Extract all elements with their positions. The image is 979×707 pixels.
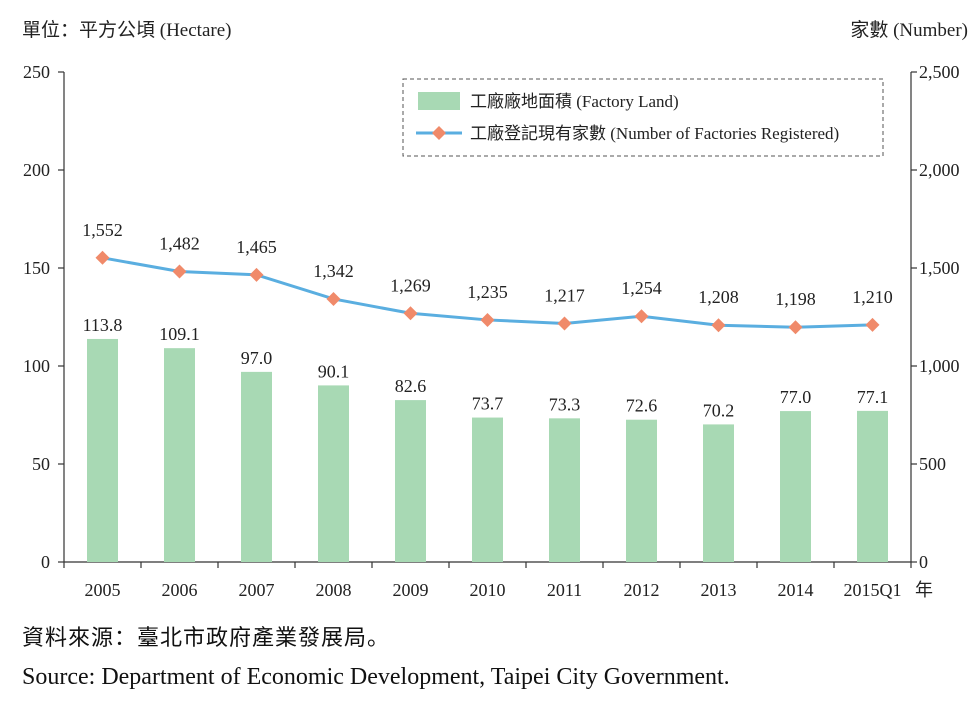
legend-bar-swatch	[418, 92, 460, 110]
left-tick-label: 250	[23, 62, 50, 82]
bar-data-label: 90.1	[318, 361, 350, 381]
left-tick-label: 100	[23, 356, 50, 376]
bar	[87, 338, 118, 562]
bar-data-label: 72.6	[626, 396, 658, 416]
source-english: Source: Department of Economic Developme…	[22, 664, 730, 690]
x-tick-label: 2009	[393, 580, 429, 600]
x-tick-label: 2005	[85, 580, 121, 600]
bar-series: 113.8 109.1 97.0 90.1 82.6 73.7 73.3 72.6 70.2 77…	[83, 315, 889, 562]
right-tick-label: 1,000	[919, 356, 960, 376]
bar-data-label: 77.0	[780, 387, 812, 407]
line-point	[326, 291, 341, 306]
bar	[164, 348, 195, 562]
line-data-label: 1,235	[467, 282, 508, 302]
line-data-label: 1,217	[544, 285, 585, 305]
left-axis-label: 單位：平方公頃 (Hectare)	[22, 19, 231, 41]
line-point	[480, 312, 495, 327]
bar	[549, 418, 580, 562]
bar-data-label: 82.6	[395, 376, 427, 396]
chart: 單位：平方公頃 (Hectare) 家數 (Number) 0 50 100 150 2…	[22, 19, 968, 600]
line-point	[403, 306, 418, 321]
line-point	[634, 309, 649, 324]
bar	[780, 411, 811, 562]
bar	[472, 417, 503, 562]
right-tick-label: 2,000	[919, 160, 960, 180]
bar-data-label: 77.1	[857, 387, 889, 407]
bar	[626, 419, 657, 562]
legend-box	[402, 78, 884, 157]
line-point	[557, 316, 572, 331]
bar	[857, 410, 888, 562]
x-tick-label: 2011	[547, 580, 582, 600]
source-chinese: 資料來源：臺北市政府產業發展局。	[22, 626, 391, 651]
bar	[241, 371, 272, 562]
x-tick-label: 2008	[316, 580, 352, 600]
x-axis-suffix: 年	[915, 580, 933, 600]
x-tick-label: 2006	[162, 580, 198, 600]
line-data-label: 1,342	[313, 261, 354, 281]
bar-data-label: 113.8	[83, 315, 123, 335]
x-tick-label: 2010	[470, 580, 506, 600]
x-tick-label: 2014	[778, 580, 814, 600]
axes: 0 50 100 150 200 250 0 500 1,000 1,500 2,000 2,500 2…	[23, 62, 960, 600]
legend: 工廠廠地面積 (Factory Land) 工廠登記現有家數 (Number of…	[402, 78, 884, 157]
bar	[395, 400, 426, 562]
line-data-label: 1,254	[621, 278, 662, 298]
x-tick-label: 2012	[624, 580, 660, 600]
right-tick-label: 0	[919, 552, 928, 572]
right-tick-label: 500	[919, 454, 946, 474]
x-tick-label: 2007	[239, 580, 275, 600]
right-axis-label: 家數 (Number)	[850, 19, 968, 41]
line-data-label: 1,198	[775, 289, 816, 309]
bar-data-label: 109.1	[159, 324, 200, 344]
legend-label-line: 工廠登記現有家數 (Number of Factories Registered…	[470, 123, 839, 143]
bar	[318, 385, 349, 562]
left-tick-label: 50	[32, 454, 50, 474]
line-point	[172, 264, 187, 279]
line-point	[249, 267, 264, 282]
bar	[703, 424, 734, 562]
bar-data-label: 73.7	[472, 394, 504, 414]
line-data-label: 1,552	[82, 220, 123, 240]
legend-label-bar: 工廠廠地面積 (Factory Land)	[470, 91, 679, 111]
bar-data-label: 70.2	[703, 400, 735, 420]
bar-data-label: 73.3	[549, 394, 581, 414]
x-tick-label: 2015Q1	[844, 580, 902, 600]
line-data-label: 1,210	[852, 287, 893, 307]
legend-line-marker	[432, 126, 446, 140]
line-point	[95, 250, 110, 265]
left-tick-label: 200	[23, 160, 50, 180]
line-data-label: 1,269	[390, 275, 431, 295]
right-tick-label: 1,500	[919, 258, 960, 278]
left-tick-label: 150	[23, 258, 50, 278]
bar-data-label: 97.0	[241, 348, 273, 368]
left-tick-label: 0	[41, 552, 50, 572]
line-point	[865, 317, 880, 332]
line-point	[711, 318, 726, 333]
line-data-label: 1,208	[698, 287, 739, 307]
line-data-label: 1,465	[236, 237, 277, 257]
x-tick-label: 2013	[701, 580, 737, 600]
right-tick-label: 2,500	[919, 62, 960, 82]
line-point	[788, 320, 803, 335]
line-data-label: 1,482	[159, 234, 200, 254]
line-series: 1,552 1,482 1,465 1,342 1,269 1,235 1,217 1,254…	[82, 220, 893, 335]
